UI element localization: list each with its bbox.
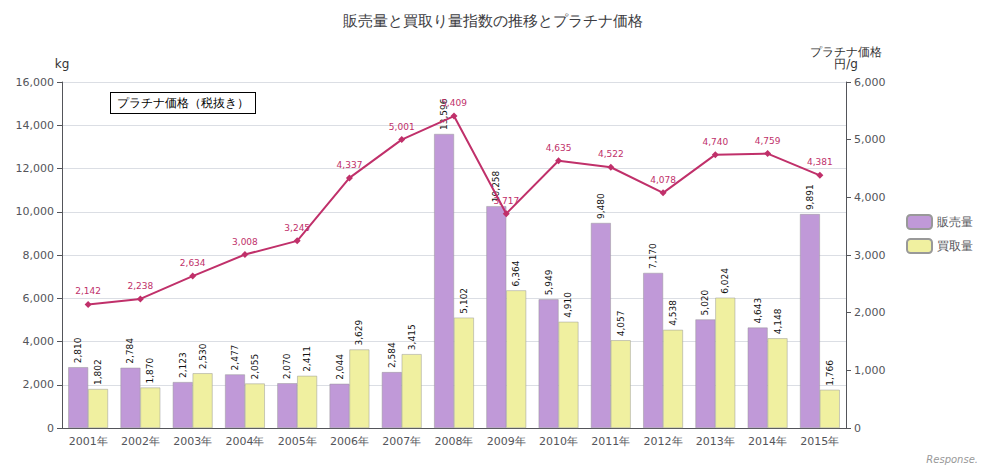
svg-text:2,055: 2,055 <box>250 354 260 380</box>
svg-text:3,415: 3,415 <box>407 324 417 350</box>
svg-text:9,480: 9,480 <box>596 193 606 219</box>
svg-text:2,584: 2,584 <box>387 342 397 368</box>
svg-text:2,411: 2,411 <box>302 346 312 372</box>
svg-text:買取量: 買取量 <box>937 239 973 253</box>
svg-text:1,000: 1,000 <box>854 364 886 377</box>
svg-text:2,784: 2,784 <box>125 338 135 364</box>
svg-text:2006年: 2006年 <box>330 435 369 448</box>
svg-text:4,643: 4,643 <box>753 298 763 324</box>
svg-text:2001年: 2001年 <box>69 435 108 448</box>
svg-text:2004年: 2004年 <box>225 435 264 448</box>
svg-text:14,000: 14,000 <box>16 119 55 132</box>
svg-text:4,635: 4,635 <box>546 143 572 153</box>
svg-text:2,044: 2,044 <box>335 354 345 380</box>
svg-text:4,522: 4,522 <box>598 149 624 159</box>
svg-text:8,000: 8,000 <box>23 249 55 262</box>
svg-text:2002年: 2002年 <box>121 435 160 448</box>
svg-text:4,000: 4,000 <box>854 191 886 204</box>
svg-text:2008年: 2008年 <box>435 435 474 448</box>
svg-text:2005年: 2005年 <box>278 435 317 448</box>
svg-text:2,000: 2,000 <box>23 378 55 391</box>
svg-text:2,810: 2,810 <box>73 337 83 363</box>
svg-text:2,123: 2,123 <box>178 352 188 378</box>
svg-text:kg: kg <box>55 57 70 71</box>
svg-text:販売量と買取り量指数の推移とプラチナ価格: 販売量と買取り量指数の推移とプラチナ価格 <box>343 12 643 30</box>
svg-text:4,910: 4,910 <box>563 292 573 318</box>
svg-text:3,629: 3,629 <box>354 319 364 345</box>
svg-text:6,000: 6,000 <box>23 292 55 305</box>
svg-text:4,538: 4,538 <box>668 300 678 326</box>
svg-text:4,740: 4,740 <box>702 137 728 147</box>
svg-text:6,024: 6,024 <box>720 268 730 294</box>
svg-text:プラチナ価格（税抜き）: プラチナ価格（税抜き） <box>117 96 249 110</box>
svg-text:プラチナ価格: プラチナ価格 <box>810 45 882 59</box>
svg-text:3,008: 3,008 <box>232 237 258 247</box>
svg-text:2010年: 2010年 <box>539 435 578 448</box>
svg-text:2011年: 2011年 <box>591 435 630 448</box>
svg-text:4,759: 4,759 <box>755 136 781 146</box>
svg-text:10,000: 10,000 <box>16 205 55 218</box>
svg-text:2,142: 2,142 <box>75 286 101 296</box>
svg-text:5,001: 5,001 <box>389 122 415 132</box>
svg-text:1,766: 1,766 <box>825 360 835 386</box>
svg-text:2,070: 2,070 <box>282 353 292 379</box>
svg-text:2,530: 2,530 <box>198 343 208 369</box>
svg-text:4,381: 4,381 <box>807 157 833 167</box>
svg-text:10,258: 10,258 <box>491 170 502 203</box>
svg-text:12,000: 12,000 <box>16 162 55 175</box>
svg-text:Response.: Response. <box>926 454 978 465</box>
svg-text:5,102: 5,102 <box>459 288 469 314</box>
svg-text:2012年: 2012年 <box>644 435 683 448</box>
svg-text:3,717: 3,717 <box>493 196 519 206</box>
svg-text:6,000: 6,000 <box>854 76 886 89</box>
svg-text:2,634: 2,634 <box>180 258 206 268</box>
svg-text:0: 0 <box>854 422 861 435</box>
svg-text:5,000: 5,000 <box>854 133 886 146</box>
svg-text:2003年: 2003年 <box>173 435 212 448</box>
svg-text:13,596: 13,596 <box>439 98 450 130</box>
svg-text:16,000: 16,000 <box>16 76 55 89</box>
svg-text:0: 0 <box>47 422 54 435</box>
svg-text:3,000: 3,000 <box>854 249 886 262</box>
svg-text:5,949: 5,949 <box>544 269 554 295</box>
svg-text:2013年: 2013年 <box>696 435 735 448</box>
svg-text:6,364: 6,364 <box>511 260 521 286</box>
svg-text:2007年: 2007年 <box>382 435 421 448</box>
svg-text:2,000: 2,000 <box>854 306 886 319</box>
svg-text:1,802: 1,802 <box>93 359 103 385</box>
svg-text:販売量: 販売量 <box>937 215 973 229</box>
svg-text:3,245: 3,245 <box>284 223 310 233</box>
svg-text:4,078: 4,078 <box>650 175 676 185</box>
svg-text:4,337: 4,337 <box>337 160 363 170</box>
svg-text:4,148: 4,148 <box>773 308 783 334</box>
svg-text:5,409: 5,409 <box>441 98 467 108</box>
svg-text:2014年: 2014年 <box>748 435 787 448</box>
svg-text:2,477: 2,477 <box>230 345 240 371</box>
svg-text:2009年: 2009年 <box>487 435 526 448</box>
svg-text:円/g: 円/g <box>834 57 858 71</box>
svg-text:4,057: 4,057 <box>616 311 626 337</box>
svg-text:2,238: 2,238 <box>128 281 154 291</box>
svg-text:1,870: 1,870 <box>145 358 155 384</box>
svg-text:9,891: 9,891 <box>805 184 815 210</box>
svg-text:4,000: 4,000 <box>23 335 55 348</box>
svg-text:5,020: 5,020 <box>700 289 710 315</box>
svg-text:2015年: 2015年 <box>800 435 839 448</box>
svg-text:7,170: 7,170 <box>648 243 658 269</box>
